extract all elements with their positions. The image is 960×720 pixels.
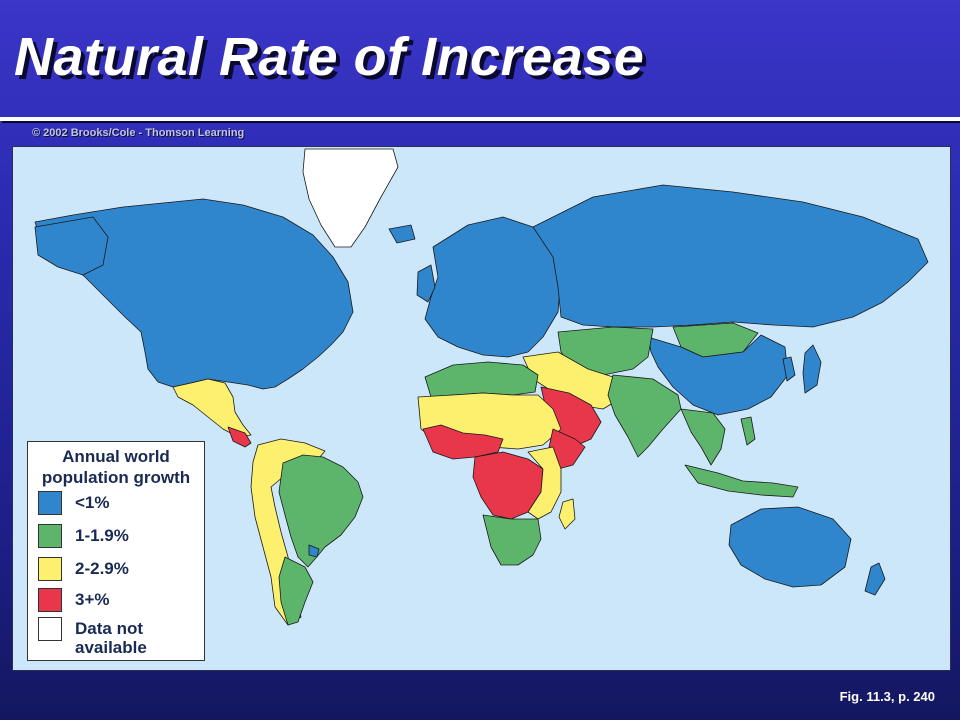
copyright-notice: © 2002 Brooks/Cole - Thomson Learning <box>32 127 245 139</box>
map-region-brazil <box>278 454 364 568</box>
world-map <box>12 146 951 671</box>
figure-reference: Fig. 11.3, p. 240 <box>839 689 935 704</box>
world-map-svg <box>34 148 929 626</box>
map-region-central-america <box>227 426 252 448</box>
legend-item-na: Data not available <box>38 617 202 657</box>
map-region-indonesia <box>684 464 799 498</box>
map-region-alaska <box>34 216 109 276</box>
map-region-west-africa <box>422 424 504 460</box>
map-region-southern-cone <box>278 556 314 626</box>
legend-title-line1: Annual world <box>62 447 170 466</box>
map-region-greenland <box>302 148 399 248</box>
map-region-new-zealand <box>864 562 886 596</box>
legend-swatch <box>38 524 62 548</box>
legend-item-3plus: 3+% <box>38 588 202 618</box>
slide-title: Natural Rate of Increase <box>14 27 645 87</box>
map-region-korea-japan <box>782 344 822 394</box>
title-divider <box>0 117 960 121</box>
legend-item-2-2-9: 2-2.9% <box>38 557 202 587</box>
map-region-southern-africa <box>482 514 542 566</box>
legend-swatch <box>38 617 62 641</box>
map-region-uruguay <box>308 544 320 558</box>
map-region-india <box>607 374 682 458</box>
legend-label: Data not available <box>75 619 147 657</box>
map-region-madagascar <box>558 498 576 530</box>
map-region-north-africa <box>424 361 539 398</box>
legend: Annual world population growth <1% 1-1.9… <box>27 441 205 661</box>
map-region-south-america-north <box>250 438 326 626</box>
map-region-southeast-asia <box>680 408 726 466</box>
map-region-east-africa <box>527 446 562 520</box>
map-region-iceland <box>388 224 416 244</box>
legend-swatch <box>38 557 62 581</box>
legend-swatch <box>38 491 62 515</box>
legend-swatch <box>38 588 62 612</box>
map-region-russia <box>532 184 929 328</box>
legend-title-line2: population growth <box>41 468 191 487</box>
map-region-philippines <box>740 416 756 446</box>
legend-item-lt1: <1% <box>38 491 202 521</box>
legend-title: Annual world population growth <box>28 446 204 488</box>
map-region-mexico <box>172 378 252 438</box>
map-region-north-america <box>34 198 354 390</box>
map-region-australia <box>728 506 852 588</box>
legend-label: <1% <box>75 493 110 512</box>
legend-label: 2-2.9% <box>75 559 129 578</box>
legend-label: 3+% <box>75 590 110 609</box>
legend-label: 1-1.9% <box>75 526 129 545</box>
map-region-china <box>647 334 789 416</box>
map-region-uk <box>416 264 436 303</box>
map-region-europe <box>424 216 562 358</box>
legend-item-1-1-9: 1-1.9% <box>38 524 202 554</box>
